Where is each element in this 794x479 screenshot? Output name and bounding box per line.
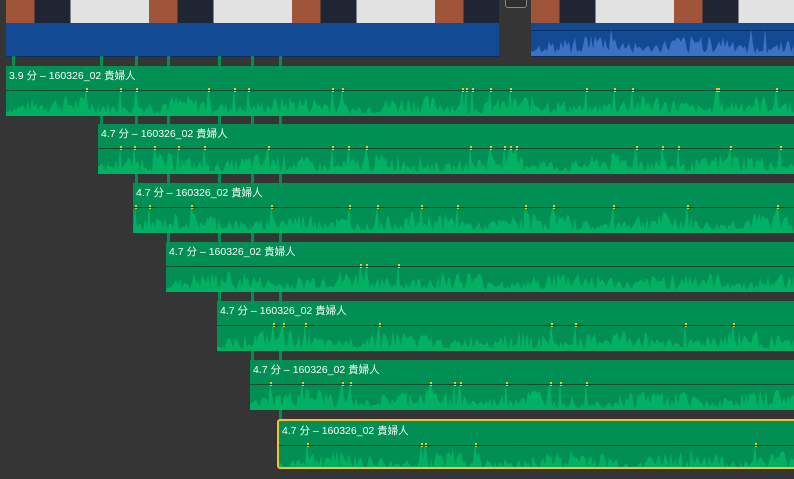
volume-line[interactable] — [6, 90, 794, 91]
audio-clip-label: 4.7 分 – 160326_02 貴婦人 — [136, 187, 263, 199]
volume-line[interactable] — [166, 266, 794, 267]
volume-line[interactable] — [279, 445, 794, 446]
clip-connector — [251, 56, 254, 66]
audio-clip-label: 4.7 分 – 160326_02 貴婦人 — [101, 128, 228, 140]
audio-clip[interactable]: 4.7 分 – 160326_02 貴婦人 — [98, 124, 794, 174]
video-thumbnails-1[interactable] — [6, 0, 499, 23]
video-waveform — [531, 28, 794, 56]
clip-connector — [135, 116, 138, 124]
video-clip-1[interactable] — [6, 23, 499, 57]
audio-clip[interactable]: 4.7 分 – 160326_02 貴婦人 — [250, 360, 794, 410]
clip-connector — [251, 174, 254, 183]
clip-connector — [251, 233, 254, 242]
clip-connector — [135, 56, 138, 66]
clip-connector — [251, 116, 254, 124]
audio-clip-label: 3.9 分 – 160326_02 貴婦人 — [9, 70, 136, 82]
clip-connector — [279, 174, 282, 183]
volume-line[interactable] — [217, 325, 794, 326]
audio-clip[interactable]: 4.7 分 – 160326_02 貴婦人 — [166, 242, 794, 292]
clip-connector — [167, 116, 170, 124]
volume-line[interactable] — [250, 384, 794, 385]
audio-clip-label: 4.7 分 – 160326_02 貴婦人 — [169, 246, 296, 258]
clip-connector — [279, 56, 282, 66]
transition-icon[interactable] — [505, 0, 527, 8]
clip-connector — [279, 410, 282, 419]
video-clip-2[interactable] — [531, 23, 794, 57]
clip-connector — [100, 116, 103, 124]
clip-connector — [251, 292, 254, 301]
audio-clip[interactable]: 3.9 分 – 160326_02 貴婦人 — [6, 66, 794, 116]
audio-clip-label: 4.7 分 – 160326_02 貴婦人 — [282, 425, 409, 437]
clip-connector — [218, 292, 221, 301]
clip-connector — [12, 56, 15, 66]
clip-connector — [167, 56, 170, 66]
audio-clip[interactable]: 4.7 分 – 160326_02 貴婦人 — [217, 301, 794, 351]
audio-clip-label: 4.7 分 – 160326_02 貴婦人 — [220, 305, 347, 317]
volume-line[interactable] — [98, 148, 794, 149]
clip-connector — [135, 174, 138, 183]
video-thumbnails-2[interactable] — [531, 0, 794, 23]
audio-clip[interactable]: 4.7 分 – 160326_02 貴婦人 — [277, 419, 794, 469]
clip-connector — [251, 351, 254, 360]
clip-connector — [218, 233, 221, 242]
audio-clip[interactable]: 4.7 分 – 160326_02 貴婦人 — [133, 183, 794, 233]
clip-connector — [279, 292, 282, 301]
clip-connector — [279, 233, 282, 242]
clip-connector — [279, 351, 282, 360]
clip-connector — [167, 174, 170, 183]
clip-connector — [167, 233, 170, 242]
volume-line[interactable] — [133, 207, 794, 208]
audio-clip-label: 4.7 分 – 160326_02 貴婦人 — [253, 364, 380, 376]
clip-connector — [218, 174, 221, 183]
clip-connector — [218, 56, 221, 66]
clip-connector — [100, 56, 103, 66]
clip-connector — [218, 116, 221, 124]
clip-connector — [279, 116, 282, 124]
